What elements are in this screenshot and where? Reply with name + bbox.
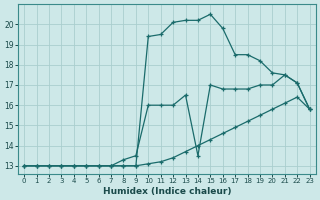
X-axis label: Humidex (Indice chaleur): Humidex (Indice chaleur) <box>103 187 231 196</box>
